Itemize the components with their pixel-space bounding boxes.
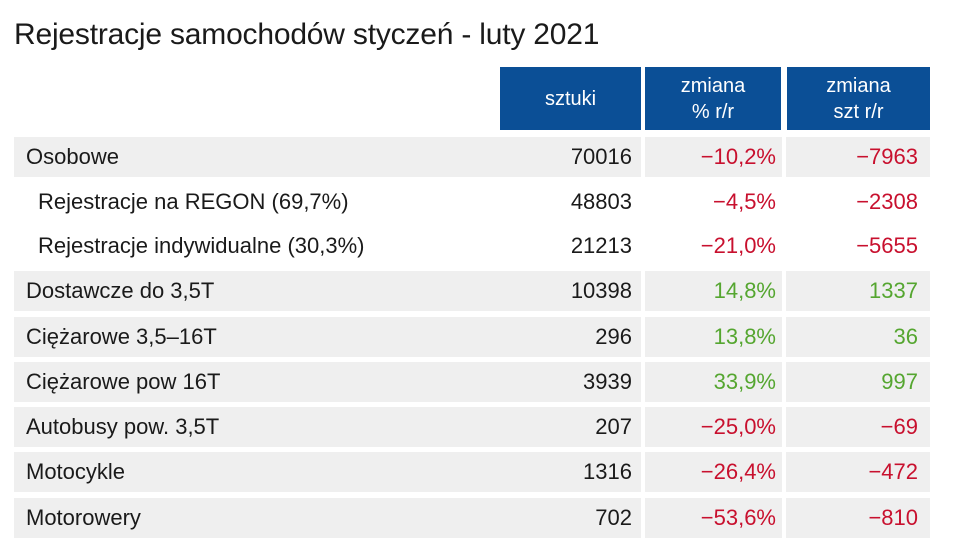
row-label: Motorowery (26, 505, 141, 530)
row-label: Osobowe (26, 144, 119, 169)
cell-zmiana-procent: 13,8% (713, 324, 776, 349)
cell-zmiana-procent: −25,0% (700, 414, 776, 439)
table-row: Motorowery 702 −53,6% −810 (14, 498, 930, 538)
header-zmiana-sztuki-line-2: szt r/r (833, 100, 884, 123)
header-sztuki: sztuki (500, 67, 641, 130)
cell-zmiana-sztuki: 36 (893, 324, 918, 349)
cell-zmiana-sztuki: −2308 (856, 189, 918, 214)
cell-zmiana-sztuki: 997 (881, 369, 918, 394)
cell-zmiana-sztuki: −5655 (856, 233, 918, 258)
cell-zmiana-sztuki: −7963 (856, 144, 918, 169)
cell-zmiana-procent: 33,9% (713, 369, 776, 394)
cell-zmiana-sztuki: −810 (868, 505, 918, 530)
row-label: Ciężarowe pow 16T (26, 369, 221, 394)
page-title: Rejestracje samochodów styczeń - luty 20… (14, 18, 600, 51)
table-row: Osobowe 70016 −10,2% −7963 (14, 137, 930, 177)
cell-sztuki: 70016 (570, 144, 632, 169)
row-label: Dostawcze do 3,5T (26, 278, 215, 303)
table-row: Autobusy pow. 3,5T 207 −25,0% −69 (14, 407, 930, 447)
cell-sztuki: 1316 (583, 459, 632, 484)
header-zmiana-sztuki-line-1: zmiana (826, 74, 891, 97)
cell-sztuki: 10398 (570, 278, 632, 303)
table-row: Dostawcze do 3,5T 10398 14,8% 1337 (14, 271, 930, 311)
header-sztuki-line-1: sztuki (544, 87, 597, 110)
header-zmiana-sztuki: zmiana szt r/r (787, 67, 930, 130)
header-zmiana-procent-line-1: zmiana (680, 74, 746, 97)
row-label: Ciężarowe 3,5–16T (26, 324, 217, 349)
table-row: Ciężarowe 3,5–16T 296 13,8% 36 (14, 317, 930, 357)
header-zmiana-procent: zmiana % r/r (645, 67, 781, 130)
cell-sztuki: 3939 (583, 369, 632, 394)
column-separator (641, 132, 645, 540)
cell-sztuki: 21213 (570, 233, 632, 258)
row-label: Motocykle (26, 459, 126, 484)
header-zmiana-procent-line-2: % r/r (691, 100, 735, 123)
cell-zmiana-procent: −10,2% (700, 144, 776, 169)
table-row: Motocykle 1316 −26,4% −472 (14, 452, 930, 492)
table-row: Ciężarowe pow 16T 3939 33,9% 997 (14, 362, 930, 402)
table-row: Rejestracje indywidualne (30,3%) 21213 −21… (14, 226, 930, 266)
row-label: Rejestracje indywidualne (30,3%) (38, 233, 365, 258)
cell-sztuki: 48803 (570, 189, 632, 214)
cell-sztuki: 207 (595, 414, 632, 439)
cell-zmiana-sztuki: 1337 (869, 278, 918, 303)
cell-zmiana-procent: 14,8% (713, 278, 776, 303)
table-row: Rejestracje na REGON (69,7%) 48803 −4,5% −2… (14, 182, 930, 222)
cell-zmiana-sztuki: −472 (868, 459, 918, 484)
row-label: Autobusy pow. 3,5T (26, 414, 220, 439)
cell-zmiana-procent: −53,6% (700, 505, 776, 530)
column-separator (782, 132, 786, 540)
cell-zmiana-sztuki: −69 (880, 414, 918, 439)
cell-zmiana-procent: −26,4% (700, 459, 776, 484)
cell-zmiana-procent: −21,0% (700, 233, 776, 258)
cell-sztuki: 702 (595, 505, 632, 530)
row-label: Rejestracje na REGON (69,7%) (38, 189, 349, 214)
cell-zmiana-procent: −4,5% (713, 189, 776, 214)
cell-sztuki: 296 (595, 324, 632, 349)
